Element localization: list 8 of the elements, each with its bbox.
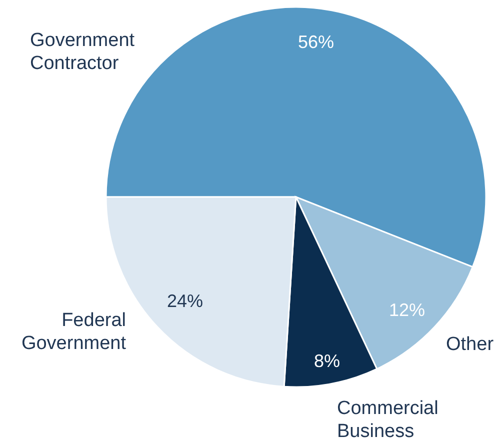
data-label: 24% (166, 291, 204, 311)
data-label: 12% (388, 300, 426, 320)
data-label: 56% (298, 32, 334, 52)
slice-label: Commercial Business (337, 398, 438, 442)
slice-label: Government Contractor (30, 30, 136, 74)
slice-label: Federal Government (21, 310, 127, 354)
data-label: 8% (314, 351, 340, 371)
slice-label: Other (446, 334, 494, 355)
